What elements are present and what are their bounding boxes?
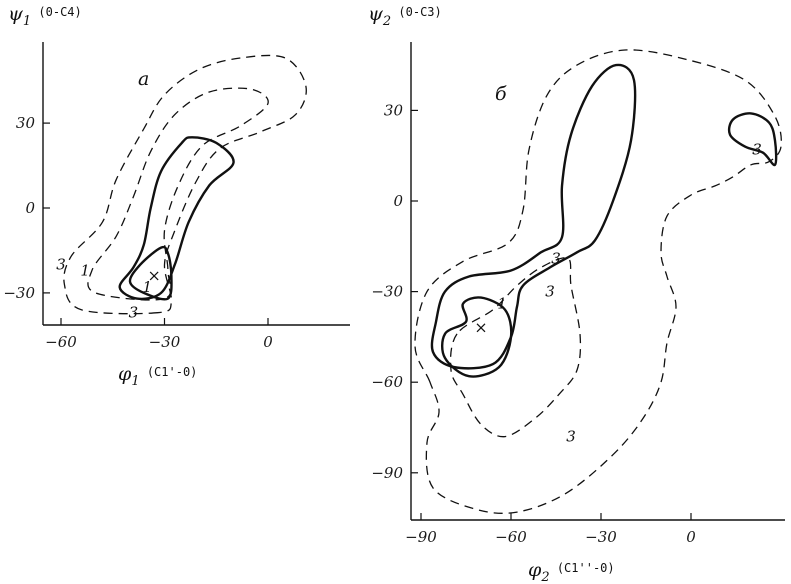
y-axis-label: ψ2 (0-C3) <box>368 3 442 29</box>
y-tick-label: −30 <box>371 283 403 301</box>
x-tick-label: −30 <box>585 528 617 546</box>
contour-label: 3 <box>752 141 762 159</box>
contour-level-3-solid <box>430 63 637 370</box>
x-tick-label: 0 <box>263 333 273 351</box>
contour-label: 1 <box>142 278 152 296</box>
minimum-marker <box>476 323 486 333</box>
x-axis-label: φ2 (C1''-0) <box>528 559 615 584</box>
x-tick-label: −30 <box>149 333 181 351</box>
contour-level-1-solid <box>440 296 513 378</box>
contour-level-3-solid <box>727 112 778 167</box>
contour-label: 3 <box>566 428 576 446</box>
x-tick-label: −60 <box>495 528 527 546</box>
contour-label: 1 <box>497 295 507 313</box>
y-tick-label: −60 <box>371 373 403 391</box>
minimum-marker <box>149 271 159 281</box>
x-axis-label: φ1 (C1'-0) <box>118 363 197 389</box>
panel-b: 30 0 −30 −60 −90 −90 −60 −30 0 3 1 3 3 3 б ψ2 (0-C3) φ2 … <box>368 3 785 584</box>
contour-label: 3 <box>129 304 139 322</box>
contour-label: 3 <box>56 256 66 274</box>
contour-level-1-solid <box>118 136 235 301</box>
panel-letter: б <box>495 83 507 105</box>
y-tick-label: −30 <box>3 284 35 302</box>
x-tick-label: −90 <box>405 528 437 546</box>
contour-label: 3 <box>545 283 555 301</box>
y-tick-label: 30 <box>384 101 404 119</box>
y-tick-label: 30 <box>16 114 36 132</box>
contour-level-3-dashed <box>63 54 307 315</box>
contour-level-1-dashed <box>87 87 269 301</box>
minimum-stroke <box>476 323 486 333</box>
x-tick-label: 0 <box>686 528 696 546</box>
y-tick-label: 0 <box>393 192 403 210</box>
contour-level-3-dashed <box>449 257 582 438</box>
minimum-stroke <box>149 271 159 281</box>
contour-label: 3 <box>551 249 561 267</box>
contour-label: 1 <box>80 261 90 279</box>
x-tick-label: −60 <box>45 333 77 351</box>
y-tick-label: 0 <box>25 199 35 217</box>
contour-level-3-dashed <box>414 49 782 514</box>
y-tick-label: −90 <box>371 464 403 482</box>
panel-letter: a <box>138 68 149 90</box>
contour-level-1-solid <box>128 245 173 301</box>
y-axis-label: ψ1 (0-C4) <box>8 3 82 29</box>
